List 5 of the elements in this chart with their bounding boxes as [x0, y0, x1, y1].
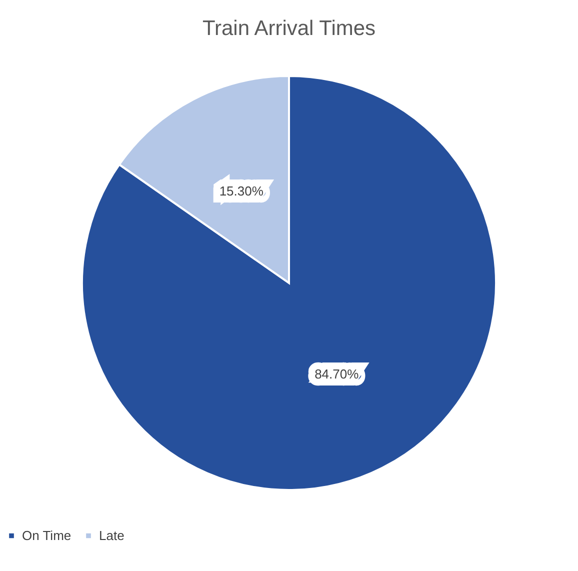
legend-label: Late	[99, 528, 124, 543]
legend-label: On Time	[22, 528, 72, 543]
data-label: 15.30%	[219, 184, 264, 199]
chart-title: Train Arrival Times	[202, 17, 376, 40]
pie-slice	[81, 75, 497, 491]
